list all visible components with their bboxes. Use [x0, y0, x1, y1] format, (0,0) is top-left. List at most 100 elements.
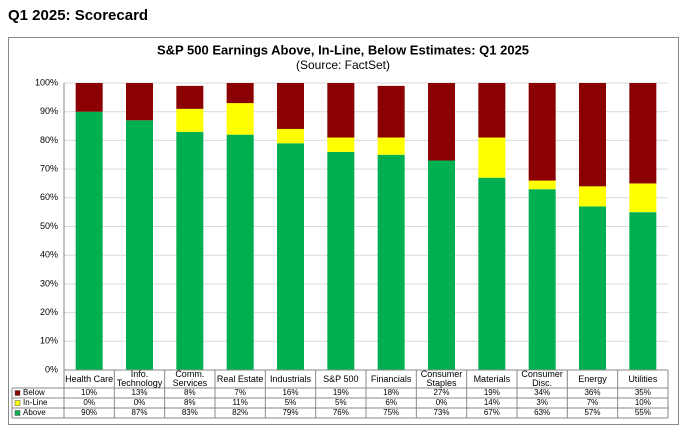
x-tick-label: Financials: [370, 373, 412, 384]
bar-segment: [579, 186, 606, 207]
bar-segment: [75, 83, 103, 112]
x-tick-label: Utilities: [628, 373, 658, 384]
bar-segment: [226, 83, 254, 104]
bar-segment: [528, 189, 556, 370]
x-tick-label-box: Health Care: [65, 373, 114, 384]
x-tick-label: Info. Technology: [116, 370, 163, 388]
x-tick-label-box: Comm. Services: [172, 370, 208, 388]
x-tick-label: Health Care: [65, 373, 114, 384]
x-tick-label-box: S&P 500: [323, 373, 359, 384]
bar-segment: [176, 131, 204, 370]
y-tick-label: 60%: [40, 192, 58, 202]
data-label: 19%: [333, 388, 349, 397]
x-tick-label: Industrials: [269, 373, 311, 384]
bar-segment: [478, 83, 506, 138]
data-label: 0%: [83, 398, 95, 407]
x-tick-label-box: Financials: [370, 373, 412, 384]
data-label: 36%: [584, 388, 600, 397]
legend-key: [14, 410, 21, 416]
bar-segment: [528, 180, 556, 190]
data-label: 34%: [534, 388, 550, 397]
data-label: 79%: [282, 408, 298, 417]
data-label: 35%: [635, 388, 651, 397]
bar-segment: [579, 83, 606, 187]
bar-segment: [126, 120, 153, 370]
chart-subtitle: (Source: FactSet): [296, 58, 390, 72]
legend-label: Below: [23, 388, 45, 397]
data-label: 8%: [184, 398, 196, 407]
bar-segment: [428, 160, 455, 370]
legend-label: In-Line: [23, 398, 48, 407]
data-label: 67%: [484, 408, 500, 417]
data-label: 76%: [333, 408, 349, 417]
bar-segment: [327, 83, 355, 138]
bar-segment: [629, 183, 657, 213]
data-label: 6%: [385, 398, 397, 407]
bar-segment: [579, 206, 606, 370]
data-label: 87%: [131, 408, 147, 417]
data-label: 18%: [383, 388, 399, 397]
data-label: 27%: [433, 388, 449, 397]
data-label: 7%: [234, 388, 246, 397]
data-label: 14%: [484, 398, 500, 407]
bar-segment: [428, 83, 455, 161]
y-tick-label: 80%: [40, 135, 58, 145]
bar-segment: [75, 111, 103, 370]
data-label: 0%: [436, 398, 448, 407]
data-label: 8%: [184, 388, 196, 397]
legend-label: Above: [23, 408, 46, 417]
data-label: 83%: [182, 408, 198, 417]
data-label: 19%: [484, 388, 500, 397]
data-label: 5%: [335, 398, 347, 407]
x-tick-label-box: Real Estate: [216, 373, 264, 384]
y-tick-label: 10%: [40, 336, 58, 346]
data-label: 55%: [635, 408, 651, 417]
x-tick-label-box: Energy: [578, 373, 607, 384]
data-label: 7%: [587, 398, 599, 407]
x-tick-label: Materials: [473, 373, 511, 384]
data-label: 90%: [81, 408, 97, 417]
bar-segment: [176, 85, 204, 109]
x-tick-label: Comm. Services: [172, 370, 208, 388]
data-label: 11%: [232, 398, 247, 407]
x-tick-label-box: Consumer Staples: [421, 370, 463, 388]
x-tick-label: Consumer Disc.: [521, 370, 563, 388]
bar-segment: [478, 137, 506, 178]
bar-segment: [377, 137, 405, 155]
data-label: 73%: [433, 408, 449, 417]
bar-segment: [277, 143, 304, 370]
data-label: 82%: [232, 408, 248, 417]
bar-segment: [226, 134, 254, 370]
data-label: 0%: [134, 398, 146, 407]
x-tick-label-box: Consumer Disc.: [521, 370, 563, 388]
y-tick-label: 30%: [40, 278, 58, 288]
x-tick-label-box: Industrials: [269, 373, 311, 384]
data-label: 57%: [584, 408, 600, 417]
bar-segment: [277, 83, 304, 129]
y-tick-label: 100%: [35, 77, 58, 87]
x-tick-label: Energy: [578, 373, 607, 384]
bar-segment: [528, 83, 556, 181]
data-label: 3%: [536, 398, 548, 407]
bar-segment: [629, 83, 657, 184]
data-label: 10%: [81, 388, 97, 397]
x-tick-label-box: Info. Technology: [116, 370, 163, 388]
page-title: Q1 2025: Scorecard: [8, 7, 148, 24]
bar-segment: [327, 137, 355, 152]
data-label: 13%: [131, 388, 147, 397]
bar-segment: [126, 83, 153, 121]
legend-key: [14, 390, 21, 396]
y-tick-label: 90%: [40, 106, 58, 116]
x-tick-label: S&P 500: [323, 373, 359, 384]
y-tick-label: 40%: [40, 250, 58, 260]
data-label: 63%: [534, 408, 550, 417]
bar-segment: [176, 108, 204, 132]
data-label: 16%: [282, 388, 298, 397]
y-tick-label: 70%: [40, 163, 58, 173]
x-tick-label-box: Utilities: [628, 373, 658, 384]
bar-segment: [629, 212, 657, 370]
x-tick-label: Real Estate: [216, 373, 264, 384]
y-tick-label: 0%: [45, 364, 58, 374]
